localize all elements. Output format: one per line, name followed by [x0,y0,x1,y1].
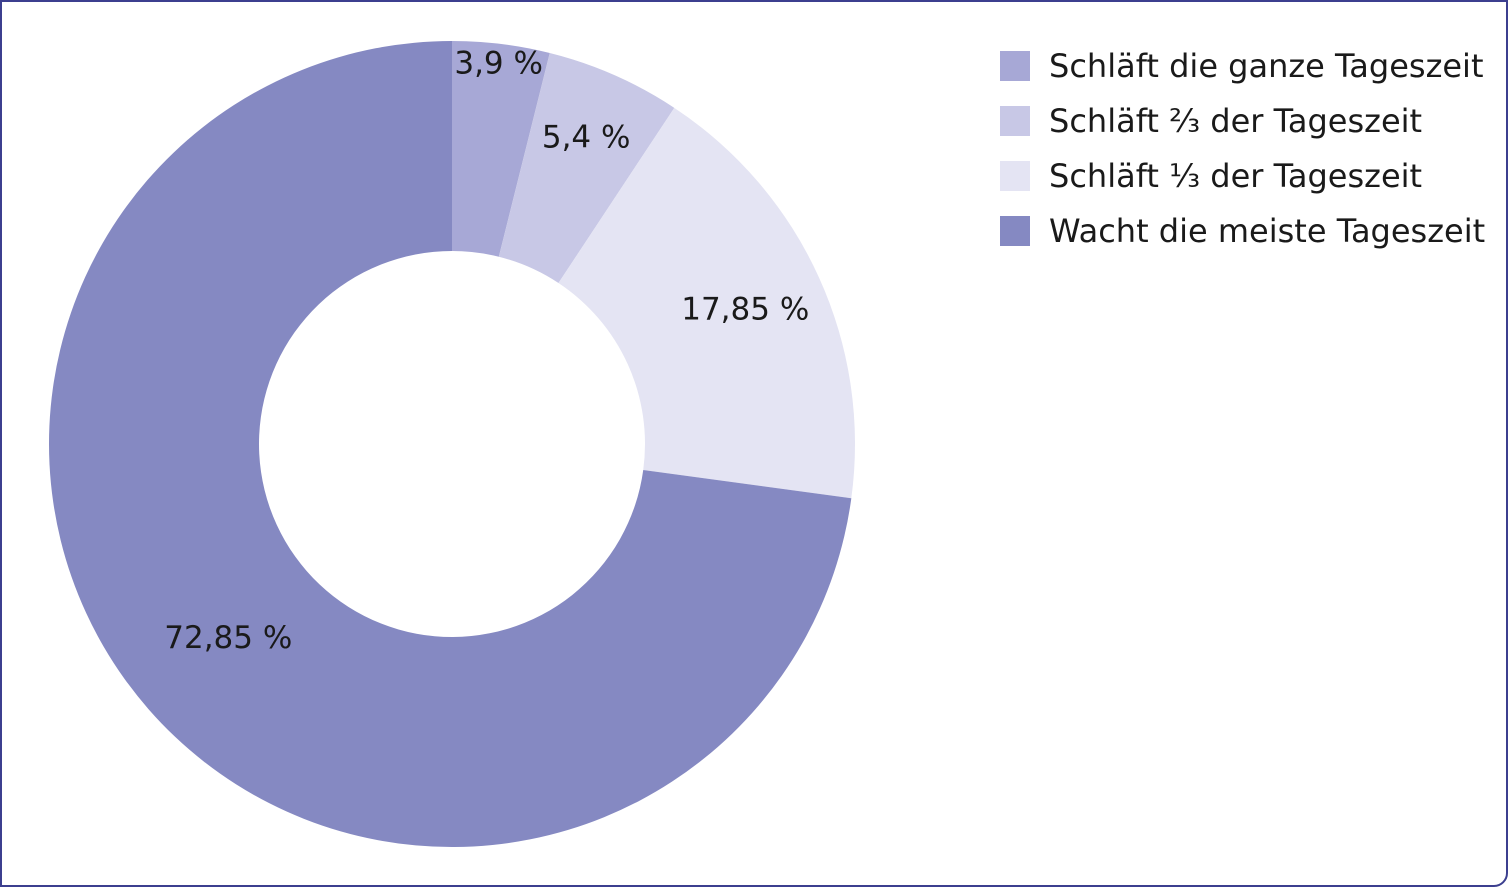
slice-value-label: 72,85 % [164,620,292,656]
legend: Schläft die ganze Tageszeit Schläft ⅔ de… [1000,38,1485,258]
legend-swatch [1000,215,1030,246]
slice-value-label: 17,85 % [681,292,809,328]
legend-label: Schläft ⅓ der Tageszeit [1049,156,1423,195]
donut-slice [558,107,855,499]
donut-slice [452,41,550,257]
legend-label: Schläft die ganze Tageszeit [1049,46,1484,85]
donut-slices [48,41,855,847]
legend-item: Wacht die meiste Tageszeit [1000,203,1485,258]
legend-swatch [1000,160,1030,191]
legend-swatch [1000,50,1030,81]
legend-item: Schläft die ganze Tageszeit [1000,38,1485,93]
slice-value-label: 5,4 % [542,120,631,156]
slice-value-label: 3,9 % [454,45,543,81]
donut-slice [48,41,852,847]
donut-slice-labels: 3,9 % 5,4 % 17,85 % 72,85 % [164,45,809,655]
legend-label: Schläft ⅔ der Tageszeit [1049,101,1423,140]
legend-swatch [1000,105,1030,136]
donut-slice [498,53,675,284]
legend-item: Schläft ⅔ der Tageszeit [1000,93,1485,148]
legend-item: Schläft ⅓ der Tageszeit [1000,148,1485,203]
legend-label: Wacht die meiste Tageszeit [1049,211,1486,250]
